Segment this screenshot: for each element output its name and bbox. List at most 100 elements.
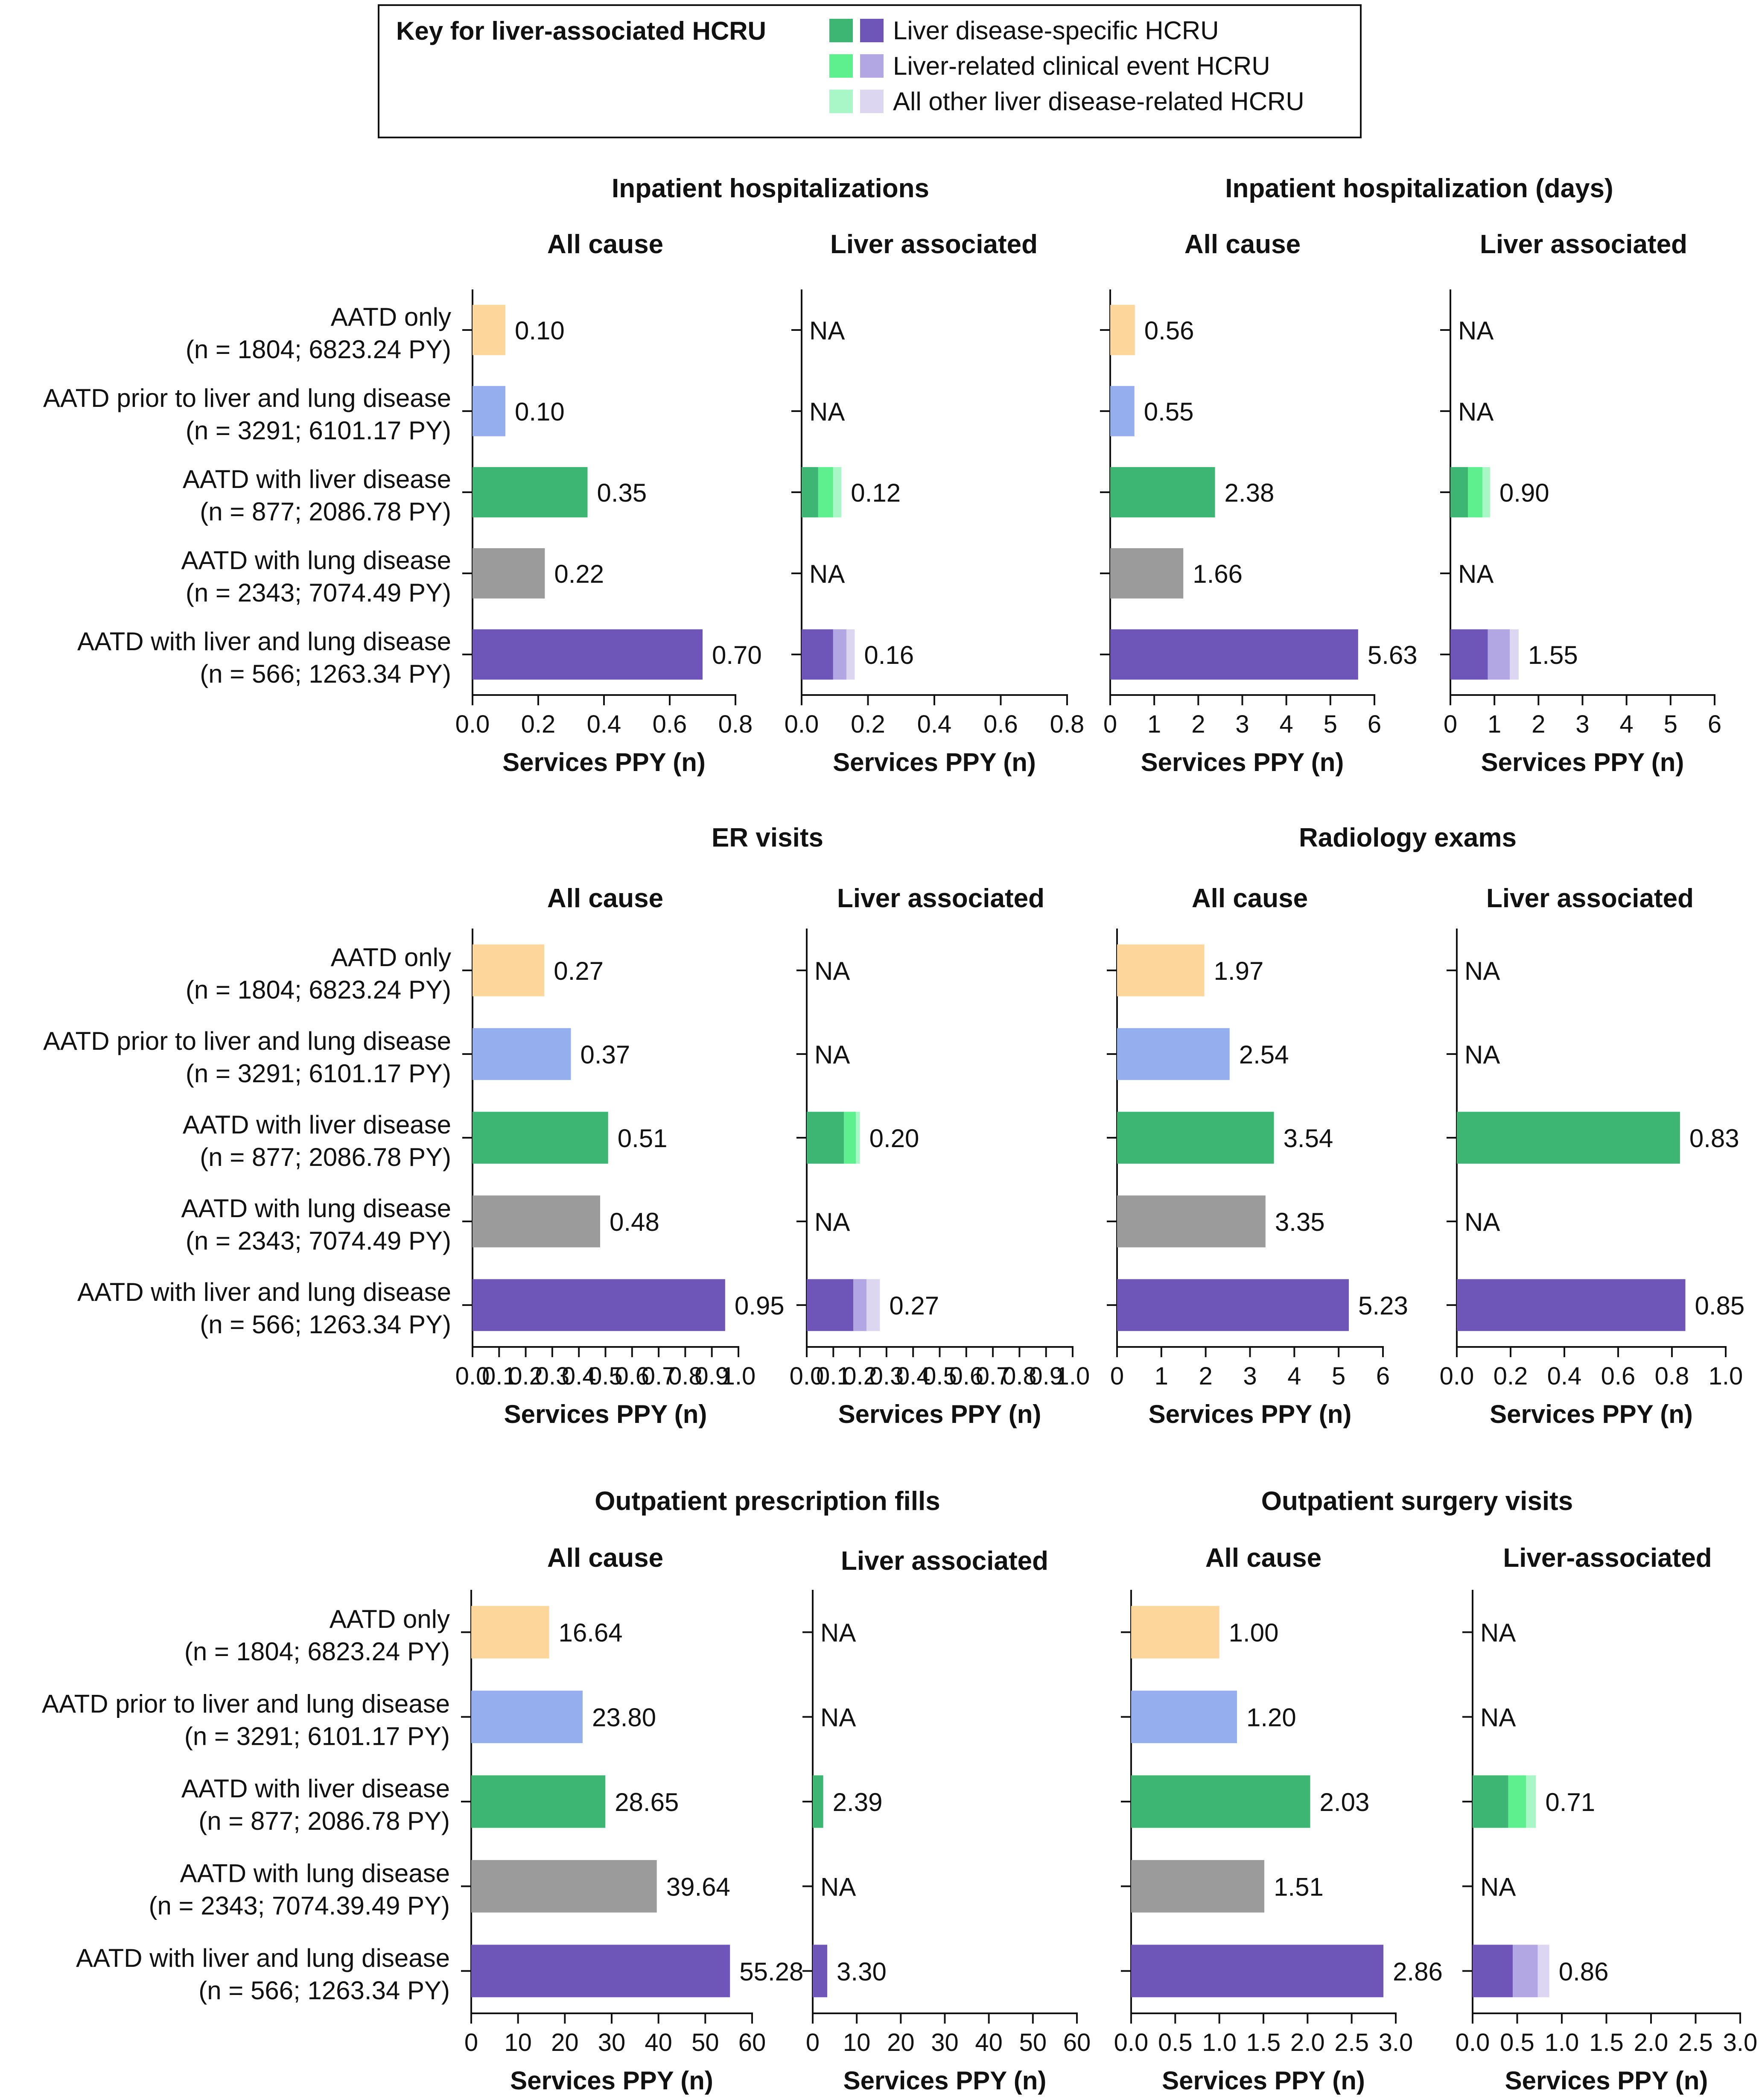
x-tick-label: 0.1: [482, 1362, 516, 1390]
legend-swatch-purple: [860, 90, 884, 113]
legend-item-label: All other liver disease-related HCRU: [893, 87, 1304, 116]
section-title: Outpatient surgery visits: [1261, 1487, 1573, 1516]
x-tick-label: 0.4: [562, 1362, 596, 1390]
x-tick-label: 3.0: [1379, 2029, 1413, 2056]
panel-title: Liver associated: [830, 230, 1038, 259]
x-tick-label: 6: [1368, 710, 1381, 738]
x-tick-label: 0: [1103, 710, 1117, 738]
category-label: AATD with liver disease: [181, 1774, 450, 1803]
bar-segment: [833, 467, 842, 517]
category-label: AATD with liver and lung disease: [76, 1944, 450, 1972]
category-sublabel: (n = 2343; 7074.49 PY): [186, 578, 451, 607]
category-sublabel: (n = 3291; 6101.17 PY): [186, 416, 451, 445]
bar: [473, 548, 545, 599]
na-label: NA: [1458, 316, 1494, 345]
x-axis-label: Services PPY (n): [510, 2066, 713, 2095]
x-axis-label: Services PPY (n): [838, 1400, 1041, 1428]
legend-swatch-green: [829, 90, 853, 113]
x-tick-label: 10: [504, 2029, 532, 2056]
category-sublabel: (n = 2343; 7074.39.49 PY): [149, 1891, 450, 1920]
bar-segment: [1513, 1945, 1538, 1998]
chart-panel: Liver associated 0 1 2 3 4 5 6 Services PPY (n) N…: [1440, 230, 1721, 777]
bar-value-label: 2.03: [1320, 1788, 1370, 1817]
bar-segment: [1508, 1775, 1526, 1828]
bar-value-label: 0.27: [554, 957, 604, 985]
category-label: AATD only: [331, 943, 451, 972]
x-tick-label: 3: [1235, 710, 1249, 738]
x-tick-label: 0: [806, 2029, 820, 2056]
x-tick-label: 0.8: [668, 1362, 703, 1390]
x-tick-label: 50: [1019, 2029, 1047, 2056]
panel-title: All cause: [1205, 1543, 1321, 1573]
x-tick-label: 0.6: [653, 710, 687, 738]
x-tick-label: 0.5: [1500, 2029, 1534, 2056]
bar-value-label: 1.55: [1528, 641, 1578, 669]
bar-value-label: 3.54: [1284, 1124, 1333, 1153]
legend-item-label: Liver disease-specific HCRU: [893, 16, 1219, 45]
x-tick-label: 0: [1444, 710, 1457, 738]
na-label: NA: [820, 1618, 856, 1647]
bar: [473, 467, 588, 517]
bar: [471, 1606, 549, 1659]
x-tick-label: 2.0: [1290, 2029, 1325, 2056]
bar-segment: [1526, 1775, 1536, 1828]
bar-value-label: 0.71: [1545, 1788, 1595, 1817]
chart-panel: Inpatient hospitalization (days) All caus…: [1100, 174, 1613, 777]
x-tick-label: 3: [1243, 1362, 1257, 1390]
chart-panel: Liver associated 0 10 20 30 40 50 60 Services PP…: [802, 1546, 1091, 2095]
bar: [1110, 467, 1215, 517]
bar-value-label: 2.38: [1225, 479, 1275, 507]
category-label: AATD with liver disease: [183, 1110, 451, 1139]
bar: [473, 629, 703, 680]
x-tick-label: 1.5: [1589, 2029, 1624, 2056]
x-tick-label: 0.2: [521, 710, 556, 738]
section-title: Radiology exams: [1299, 823, 1517, 853]
x-tick-label: 0.7: [976, 1362, 1010, 1390]
x-axis-label: Services PPY (n): [1162, 2066, 1365, 2095]
bar-value-label: 0.95: [735, 1291, 785, 1320]
x-axis-label: Services PPY (n): [502, 748, 706, 777]
x-tick-label: 1.5: [1246, 2029, 1281, 2056]
bar: [473, 1112, 608, 1164]
bar-segment: [846, 629, 855, 680]
category-sublabel: (n = 2343; 7074.49 PY): [186, 1227, 451, 1255]
x-tick-label: 0.5: [588, 1362, 623, 1390]
bar-value-label: 0.83: [1689, 1124, 1739, 1153]
x-tick-label: 2.5: [1334, 2029, 1369, 2056]
x-axis-label: Services PPY (n): [1481, 748, 1684, 777]
na-label: NA: [1464, 1208, 1500, 1236]
bar: [1117, 1028, 1230, 1080]
x-tick-label: 0.6: [1601, 1362, 1636, 1390]
category-label: AATD with liver and lung disease: [77, 627, 451, 656]
x-tick-label: 0.6: [949, 1362, 983, 1390]
x-tick-label: 0.5: [1158, 2029, 1193, 2056]
na-label: NA: [1464, 1040, 1500, 1069]
bar: [473, 1279, 725, 1331]
bar-value-label: 3.35: [1275, 1208, 1325, 1236]
na-label: NA: [820, 1872, 856, 1901]
bar-segment: [807, 1279, 854, 1331]
x-tick-label: 5: [1664, 710, 1677, 738]
bar-value-label: 0.56: [1144, 316, 1194, 345]
chart-panel: Inpatient hospitalizations All cause 0.0 0.…: [43, 174, 929, 777]
x-tick-label: 0: [464, 2029, 478, 2056]
category-sublabel: (n = 1804; 6823.24 PY): [184, 1637, 450, 1666]
category-sublabel: (n = 1804; 6823.24 PY): [186, 976, 451, 1004]
bar-value-label: 0.20: [869, 1124, 919, 1153]
bar-value-label: 2.54: [1239, 1040, 1289, 1069]
x-tick-label: 4: [1620, 710, 1634, 738]
panel-title: All cause: [1184, 230, 1301, 259]
na-label: NA: [814, 957, 850, 985]
bar-segment: [802, 629, 833, 680]
bar-value-label: 0.55: [1144, 397, 1194, 426]
x-tick-label: 0.3: [869, 1362, 904, 1390]
bar: [1117, 1279, 1349, 1331]
x-axis-label: Services PPY (n): [1490, 1400, 1693, 1428]
x-tick-label: 5: [1332, 1362, 1345, 1390]
panel-title: All cause: [547, 230, 663, 259]
bar: [1110, 548, 1184, 599]
bar-value-label: 23.80: [592, 1703, 656, 1732]
x-tick-label: 40: [645, 2029, 672, 2056]
